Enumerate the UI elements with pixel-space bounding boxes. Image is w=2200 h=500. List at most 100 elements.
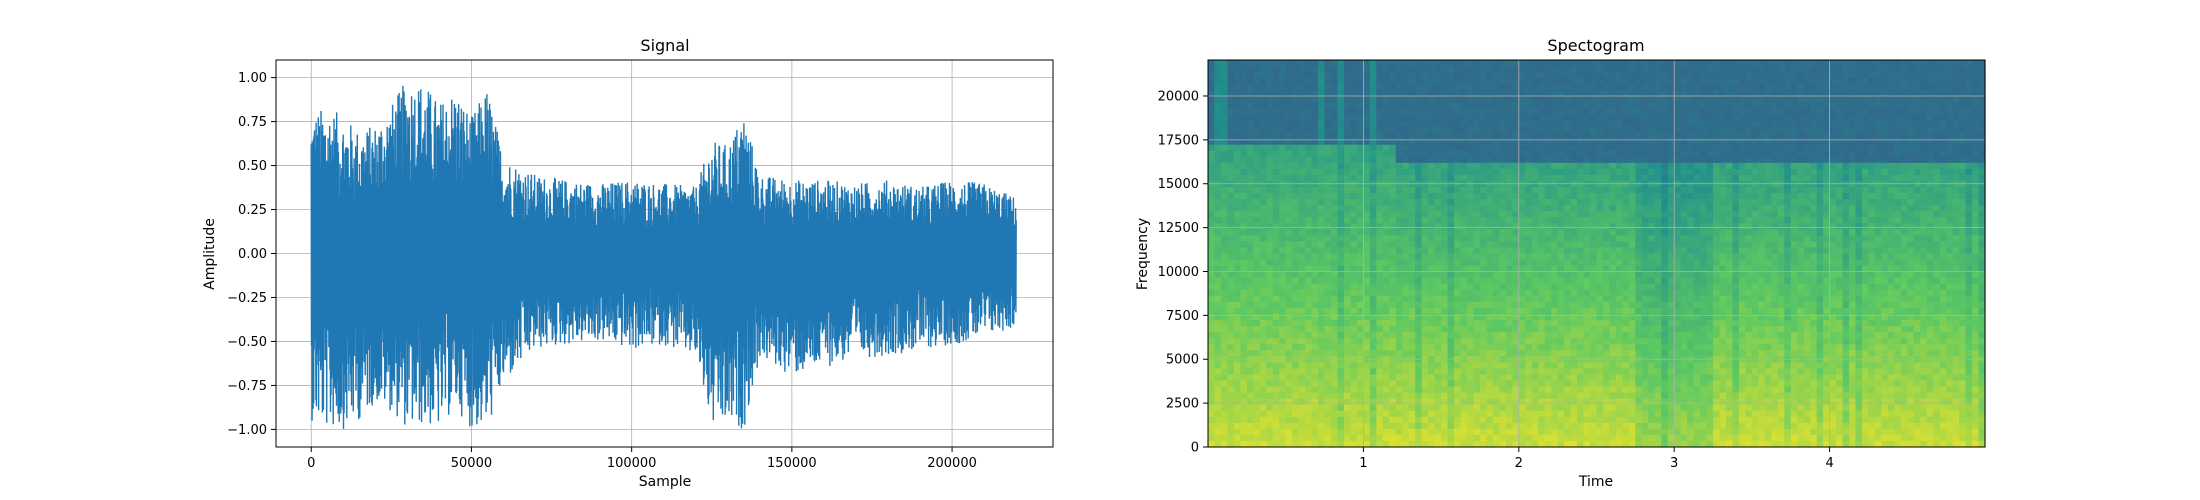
spectrogram-cell [1305,398,1313,406]
spectrogram-cell [1693,416,1701,424]
spectrogram-cell [1324,416,1332,424]
spectrogram-cell [1259,78,1267,85]
spectrogram-cell [1272,422,1280,430]
spectrogram-cell [1441,229,1449,236]
spectrogram-cell [1324,271,1332,279]
spectrogram-cell [1544,374,1552,382]
spectrogram-cell [1227,428,1235,436]
spectrogram-cell [1428,211,1436,218]
spectrogram-cell [1590,404,1598,412]
spectrogram-cell [1661,193,1669,200]
spectrogram-cell [1492,428,1500,436]
spectrogram-cell [1350,247,1358,255]
spectrogram-cell [1628,120,1636,128]
spectrogram-cell [1635,320,1643,327]
spectrogram-cell [1298,295,1306,303]
spectrogram-cell [1227,217,1235,224]
spectrogram-cell [1512,60,1520,67]
spectrogram-cell [1583,78,1591,85]
spectrogram-cell [1615,90,1623,97]
spectrogram-cell [1693,404,1701,412]
spectrogram-cell [1214,78,1222,85]
spectrogram-cell [1590,126,1598,134]
spectrogram-cell [1298,398,1306,406]
spectrogram-cell [1311,90,1319,97]
spectrogram-cell [1479,283,1488,291]
spectrogram-cell [1369,132,1377,140]
spectrogram-cell [1641,108,1649,116]
spectrogram-cell [1467,380,1475,388]
spectrogram-cell [1615,96,1623,103]
spectrogram-cell [1661,434,1669,442]
spectrogram-cell [1564,320,1572,327]
spectrogram-cell [1564,332,1572,339]
spectrogram-cell [1421,380,1429,388]
spectrogram-cell [1324,132,1332,140]
spectrogram-cell [1331,301,1339,309]
spectrogram-cell [1512,386,1520,394]
spectrogram-cell [1428,84,1436,91]
spectrogram-cell [1467,193,1475,200]
spectrogram-cell [1350,120,1358,128]
spectrogram-cell [1395,205,1403,212]
spectrogram-cell [1343,362,1352,369]
spectrogram-cell [1460,332,1468,339]
spectrogram-cell [1421,199,1429,206]
spectrogram-cell [1505,205,1513,212]
spectrogram-cell [1687,150,1695,158]
spectrogram-cell [1350,150,1358,158]
spectrogram-cell [1570,320,1578,327]
spectrogram-cell [1518,96,1526,103]
spectrogram-cell [1395,404,1403,412]
spectrogram-cell [1473,338,1481,345]
spectrogram-cell [1622,199,1630,206]
spectrogram-cell [1395,326,1403,333]
spectrogram-cell [1661,392,1669,400]
spectrogram-cell [1505,368,1513,376]
spectrogram-cell [1570,247,1578,255]
spectrogram-cell [1590,84,1598,91]
spectrogram-cell [1369,247,1377,255]
spectrogram-cell [1208,320,1216,327]
spectrogram-cell [1654,422,1662,430]
spectrogram-cell [1492,174,1500,182]
spectrogram-cell [1564,126,1572,134]
spectrogram-cell [1408,434,1416,442]
spectrogram-cell [1551,253,1559,261]
spectrogram-cell [1518,60,1526,67]
spectrogram-cell [1376,259,1384,267]
spectrogram-cell [1551,350,1559,357]
spectrogram-cell [1421,217,1429,224]
spectrogram-cell [1538,289,1546,297]
spectrogram-cell [1544,247,1552,255]
spectrogram-cell [1661,156,1669,164]
spectrogram-cell [1499,434,1507,442]
spectrogram-cell [1376,193,1384,200]
spectrogram-cell [1687,265,1695,273]
spectrogram-cell [1408,217,1416,224]
spectrogram-cell [1609,108,1617,116]
spectrogram-cell [1648,90,1656,97]
spectrogram-cell [1473,392,1481,400]
spectrogram-cell [1421,295,1429,303]
spectrogram-cell [1395,380,1403,388]
spectrogram-cell [1486,241,1494,249]
spectrogram-cell [1376,138,1384,146]
spectrogram-cell [1220,259,1229,267]
spectrogram-cell [1363,440,1371,448]
spectrogram-cell [1240,422,1248,430]
spectrogram-cell [1693,174,1701,182]
spectrogram-cell [1641,126,1649,134]
spectrogram-cell [1421,223,1429,230]
spectrogram-cell [1473,72,1481,79]
spectrogram-cell [1421,362,1429,369]
spectrogram-cell [1648,386,1656,394]
spectrogram-cell [1441,350,1449,357]
spectrogram-cell [1253,241,1261,249]
signal-x-tick-label: 0 [307,456,315,471]
spectrogram-cell [1408,320,1416,327]
spectrogram-cell [1654,150,1662,158]
spectrogram-cell [1590,434,1598,442]
spectrogram-cell [1641,120,1649,128]
spectrogram-cell [1246,344,1254,351]
